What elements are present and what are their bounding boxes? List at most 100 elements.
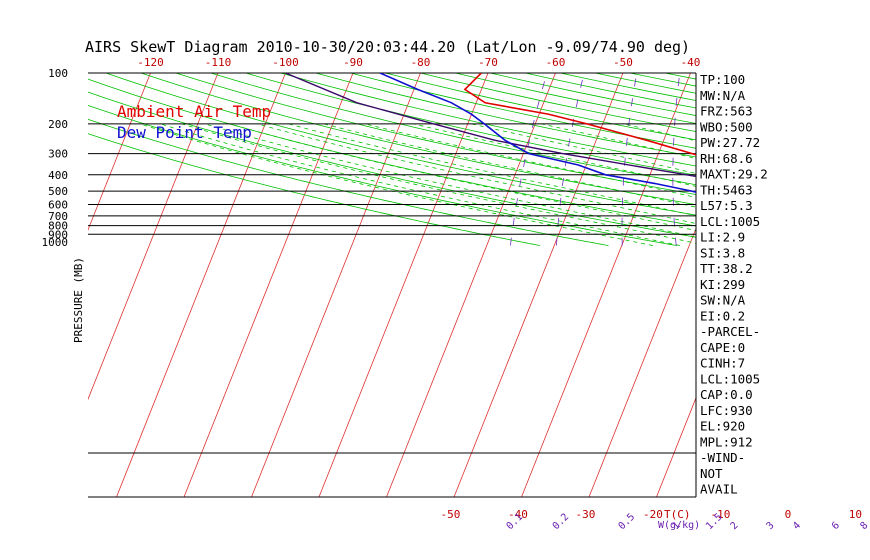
index-item: EL:920 <box>700 419 745 434</box>
index-item: TP:100 <box>700 72 745 87</box>
dry-adiabat-line <box>385 73 696 141</box>
pressure-tick-label: 400 <box>48 169 68 182</box>
index-item: CAP:0.0 <box>700 387 753 402</box>
bottom-temp-tick-label: -20 <box>643 508 663 521</box>
top-temp-tick-label: -120 <box>137 56 164 69</box>
moist-adiabat-line <box>794 124 870 246</box>
top-temp-tick-label: -50 <box>613 56 633 69</box>
mixing-ratio-line <box>556 73 585 246</box>
dry-adiabat-line <box>245 73 696 176</box>
mixing-ratio-line <box>858 73 870 246</box>
index-item: MW:N/A <box>700 88 746 103</box>
stability-indices: TP:100MW:N/AFRZ:563WBO:500PW:27.72RH:68.… <box>700 72 768 497</box>
pressure-tick-label: 700 <box>48 210 68 223</box>
index-item: NOT <box>700 466 723 481</box>
moist-adiabat-line <box>471 123 696 174</box>
dry-adiabat-line <box>525 73 696 109</box>
mixing-ratio-label: 0.2 <box>551 512 572 533</box>
mixing-ratio-line <box>774 73 796 246</box>
mixing-ratio-label: 4 <box>791 520 803 532</box>
pressure-tick-label: 200 <box>48 118 68 131</box>
isotherm-line <box>656 396 696 497</box>
dry-adiabat-line <box>840 73 870 246</box>
y-axis-label: PRESSURE (MB) <box>72 257 85 343</box>
pressure-tick-label: 500 <box>48 185 68 198</box>
index-item: LCL:1005 <box>700 371 760 386</box>
isotherm-line <box>318 73 489 497</box>
index-item: -WIND- <box>700 450 745 465</box>
sounding-curves <box>285 73 696 194</box>
index-item: LFC:930 <box>700 403 753 418</box>
isotherm-line <box>0 73 16 497</box>
moist-adiabat-line <box>204 123 696 238</box>
dry-adiabat-line <box>88 91 696 238</box>
mixing-ratio-line <box>621 73 638 246</box>
mixing-ratio-line <box>672 73 681 246</box>
mixing-ratio-label: 8 <box>858 520 870 532</box>
isotherm-line <box>88 73 151 231</box>
index-item: LCL:1005 <box>700 214 760 229</box>
index-item: CINH:7 <box>700 356 745 371</box>
mixing-ratio-label: 0.5 <box>617 512 638 533</box>
index-item: EI:0.2 <box>700 308 745 323</box>
index-item: TH:5463 <box>700 182 753 197</box>
bottom-temp-tick-label: -30 <box>575 508 595 521</box>
ambient-air-temp-line <box>463 73 696 156</box>
isotherm-line <box>386 73 556 497</box>
pressure-tick-label: 100 <box>48 67 68 80</box>
index-item: WBO:500 <box>700 119 753 134</box>
dry-adiabat-line <box>140 73 696 206</box>
dry-adiabat-line <box>105 73 696 216</box>
top-temp-tick-label: -80 <box>411 56 431 69</box>
index-item: KI:299 <box>700 277 745 292</box>
isotherm-line <box>588 227 696 497</box>
isobar-lines <box>88 72 697 498</box>
index-item: AVAIL <box>700 482 738 497</box>
legend-dew-point-temp: Dew Point Temp <box>117 123 252 142</box>
moist-adiabat-line <box>160 123 680 246</box>
dry-adiabat-line <box>88 105 677 246</box>
chart-title: AIRS SkewT Diagram 2010-10-30/20:03:44.2… <box>85 38 690 56</box>
mixing-ratio-label: 2 <box>729 520 741 532</box>
dry-adiabat-line <box>88 118 609 246</box>
dry-adiabat-line <box>770 73 870 246</box>
bottom-temp-tick-label: -10 <box>710 508 730 521</box>
moist-adiabat-line <box>140 123 653 246</box>
top-temp-tick-label: -70 <box>478 56 498 69</box>
index-item: CAPE:0 <box>700 340 745 355</box>
dew-point-temp-line <box>379 73 696 194</box>
x-axis-label-temp: T(C) <box>664 508 691 521</box>
top-temp-tick-label: -90 <box>343 56 363 69</box>
index-item: MAXT:29.2 <box>700 167 768 182</box>
index-item: MPL:912 <box>700 434 753 449</box>
bottom-temp-tick-label: 10 <box>849 508 862 521</box>
top-temp-tick-label: -60 <box>546 56 566 69</box>
parcel-curve <box>285 73 696 178</box>
legend-ambient-air-temp: Ambient Air Temp <box>117 102 271 121</box>
index-item: PW:27.72 <box>700 135 760 150</box>
mixing-ratio-line <box>826 73 864 246</box>
index-item: -PARCEL- <box>700 324 760 339</box>
top-temp-tick-label: -100 <box>272 56 299 69</box>
moist-adiabat-line <box>257 123 696 224</box>
mixing-ratio-label: 3 <box>765 520 777 532</box>
dry-adiabat-line <box>280 73 696 167</box>
dry-adiabat-line <box>350 73 696 149</box>
bottom-temp-tick-label: -50 <box>440 508 460 521</box>
isotherm-line <box>88 73 219 401</box>
dry-adiabat-line <box>805 73 870 246</box>
dry-adiabat-line <box>315 73 696 158</box>
isotherm-line <box>453 73 624 497</box>
mixing-ratio-line <box>844 73 870 246</box>
moist-adiabat-line <box>229 123 696 232</box>
index-item: FRZ:563 <box>700 104 753 119</box>
index-item: SW:N/A <box>700 293 746 308</box>
index-item: L57:5.3 <box>700 198 753 213</box>
isotherm-line <box>859 73 870 497</box>
top-temp-tick-label: -110 <box>205 56 232 69</box>
dry-adiabat-line <box>420 73 696 132</box>
isotherm-line <box>791 73 870 497</box>
skewt-grid <box>0 73 870 497</box>
pressure-tick-label: 300 <box>48 148 68 161</box>
index-item: TT:38.2 <box>700 261 753 276</box>
